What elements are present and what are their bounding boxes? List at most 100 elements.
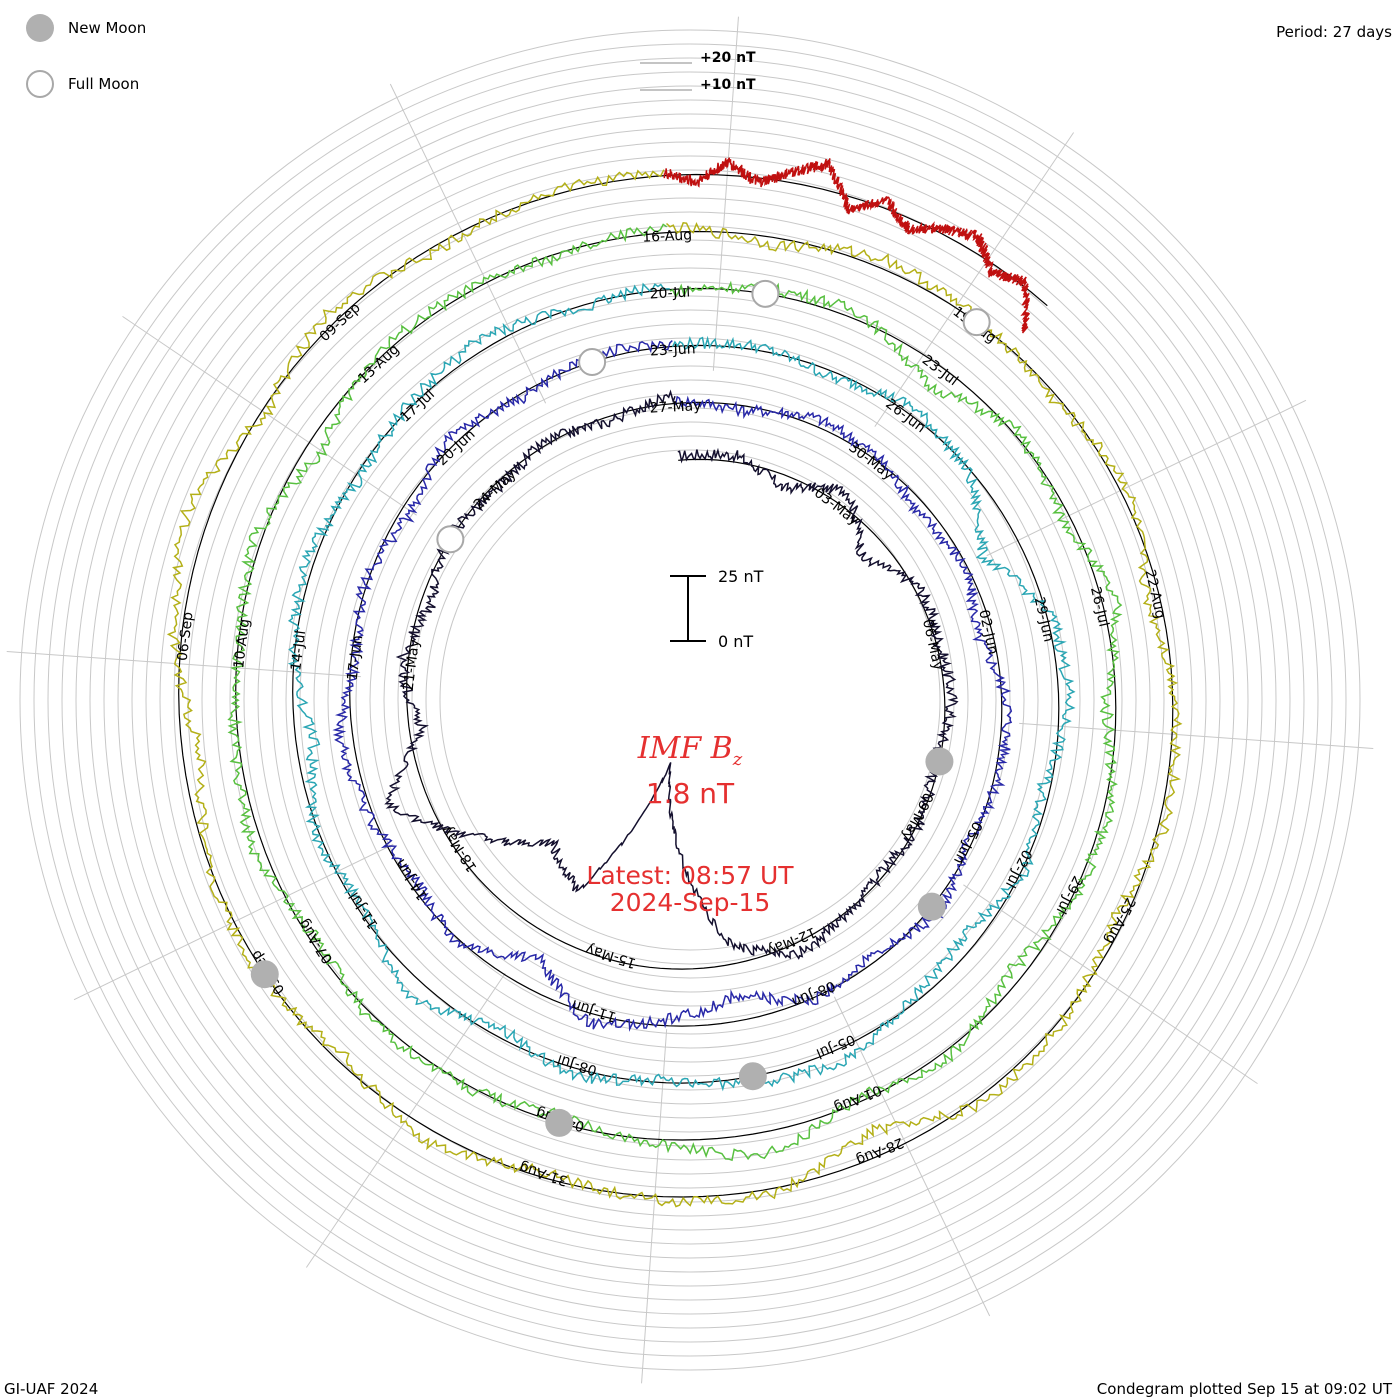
grid-circle: [285, 295, 1095, 1105]
grid-circle: [397, 407, 983, 993]
grid-circle: [103, 113, 1277, 1287]
date-label: 06-May: [919, 618, 946, 672]
full-moon-marker: [436, 525, 465, 554]
grid-circle: [173, 183, 1207, 1217]
grid-circle: [131, 141, 1249, 1259]
reference-label: +10 nT: [700, 77, 756, 93]
new-moon-marker: [738, 1062, 767, 1091]
grid-circle: [341, 351, 1039, 1049]
credit-label: GI-UAF 2024: [4, 1380, 99, 1398]
date-label: 06-Sep: [175, 611, 197, 662]
date-label: 02-Jul: [1002, 847, 1035, 890]
period-label: Period: 27 days: [1276, 23, 1392, 41]
grid-circle: [215, 225, 1165, 1175]
date-label: 17-Jun: [345, 634, 367, 681]
date-label: 30-May: [845, 439, 896, 483]
new-moon-marker: [250, 960, 279, 989]
grid-circle: [159, 169, 1221, 1231]
date-label: 20-Jul: [649, 285, 690, 303]
series-line-6: [663, 157, 1031, 334]
grid-circle: [187, 197, 1193, 1203]
chart-title: IMF Bz: [637, 731, 743, 770]
legend-new-moon-label: New Moon: [68, 19, 147, 37]
current-value: 1.8 nT: [646, 777, 735, 810]
series-line-5: [166, 169, 1183, 1208]
grid-circle: [201, 211, 1179, 1189]
grid-circle: [313, 323, 1067, 1077]
date-label: 31-Aug: [517, 1158, 569, 1188]
date-label: 01-Aug: [832, 1081, 884, 1115]
grid-circle: [243, 253, 1137, 1147]
series-line-2: [332, 340, 1013, 1032]
full-moon-marker: [962, 308, 991, 337]
new-moon-icon: [26, 14, 54, 42]
plotted-label: Condegram plotted Sep 15 at 09:02 UT: [1096, 1380, 1392, 1398]
grid-spoke: [6, 651, 361, 678]
full-moon-marker: [578, 348, 607, 377]
full-moon-icon: [26, 70, 54, 98]
legend-full-moon: Full Moon: [26, 70, 139, 98]
grid-circle: [47, 57, 1333, 1343]
date-label: 17-Jul: [397, 386, 438, 425]
grid-circle: [355, 365, 1025, 1035]
date-label: 28-Aug: [854, 1134, 906, 1168]
series-line-1: [384, 389, 959, 960]
series-line-3: [287, 282, 1076, 1092]
grid-spoke: [712, 16, 739, 371]
date-label: 03-May: [811, 485, 862, 529]
legend-new-moon: New Moon: [26, 14, 146, 42]
grid-circle: [271, 281, 1109, 1119]
date-label: 10-Aug: [231, 618, 253, 670]
date-label: 23-Jun: [650, 341, 696, 359]
grid-circle: [75, 85, 1305, 1315]
grid-circle: [19, 29, 1361, 1371]
grid-circle: [257, 267, 1123, 1133]
date-label: 21-May: [401, 638, 423, 691]
grid-circle: [89, 99, 1291, 1301]
grid-spoke: [1019, 722, 1374, 749]
date-label: 16-Aug: [642, 227, 693, 245]
grid-spoke: [305, 973, 506, 1268]
legend-full-moon-label: Full Moon: [68, 75, 140, 93]
grid-circle: [327, 337, 1053, 1063]
grid-spoke: [874, 132, 1075, 427]
grid-circle: [145, 155, 1235, 1245]
date-label: 25-Aug: [1101, 895, 1138, 947]
grid-circle: [33, 43, 1347, 1357]
grid-circle: [299, 309, 1081, 1091]
reference-label: +20 nT: [700, 50, 756, 66]
grid-spoke: [122, 315, 417, 516]
new-moon-marker: [917, 892, 946, 921]
date-label: 07-Aug: [296, 916, 336, 967]
series-line-4: [227, 223, 1123, 1162]
grid-circle: [117, 127, 1263, 1273]
date-label: 09-May: [898, 790, 936, 843]
grid-circle: [383, 393, 997, 1007]
date-label: 05-Jun: [950, 819, 985, 867]
date-label: 05-Jul: [814, 1031, 858, 1061]
grid-circle: [229, 239, 1151, 1161]
new-moon-marker: [545, 1108, 574, 1137]
date-label: 29-Jun: [1031, 596, 1057, 644]
grid-circle: [439, 449, 941, 951]
grid-spoke: [389, 83, 547, 404]
latest-time: Latest: 08:57 UT: [586, 861, 794, 890]
date-label: 09-Sep: [317, 300, 364, 345]
grid-spoke: [833, 996, 991, 1317]
grid-circle: [411, 421, 969, 979]
date-label: 14-Jul: [288, 630, 309, 672]
grid-spoke: [641, 1029, 668, 1384]
new-moon-marker: [925, 747, 954, 776]
grid-spoke: [963, 884, 1258, 1085]
date-label: 27-May: [649, 398, 702, 417]
grid-circle: [61, 71, 1319, 1329]
date-label: 11-Jul: [346, 889, 381, 932]
date-label: 22-Aug: [1141, 568, 1168, 620]
grid-circle: [425, 435, 955, 965]
scale-bar-bottom-label: 0 nT: [718, 632, 753, 651]
scale-bar-top-label: 25 nT: [718, 567, 764, 586]
latest-date: 2024-Sep-15: [610, 888, 771, 917]
full-moon-marker: [751, 279, 780, 308]
